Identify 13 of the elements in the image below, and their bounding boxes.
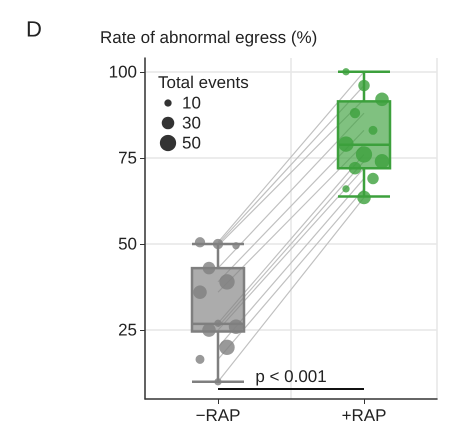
text: D — [26, 16, 42, 42]
y-tick-label: 100 — [108, 62, 137, 82]
legend-label: 50 — [182, 134, 201, 152]
y-tick-label: 25 — [118, 320, 137, 340]
legend-label: 30 — [182, 114, 201, 132]
y-tick-label: 50 — [118, 234, 137, 254]
x-tick-label: +RAP — [342, 406, 386, 425]
y-axis-title: Rate of abnormal egress (%) — [100, 28, 318, 47]
legend-title: Total events — [158, 73, 249, 92]
legend-label: 10 — [182, 94, 201, 112]
annotation: p < 0.001 — [255, 367, 327, 386]
x-tick-label: −RAP — [196, 406, 240, 425]
y-tick-label: 75 — [118, 148, 137, 168]
